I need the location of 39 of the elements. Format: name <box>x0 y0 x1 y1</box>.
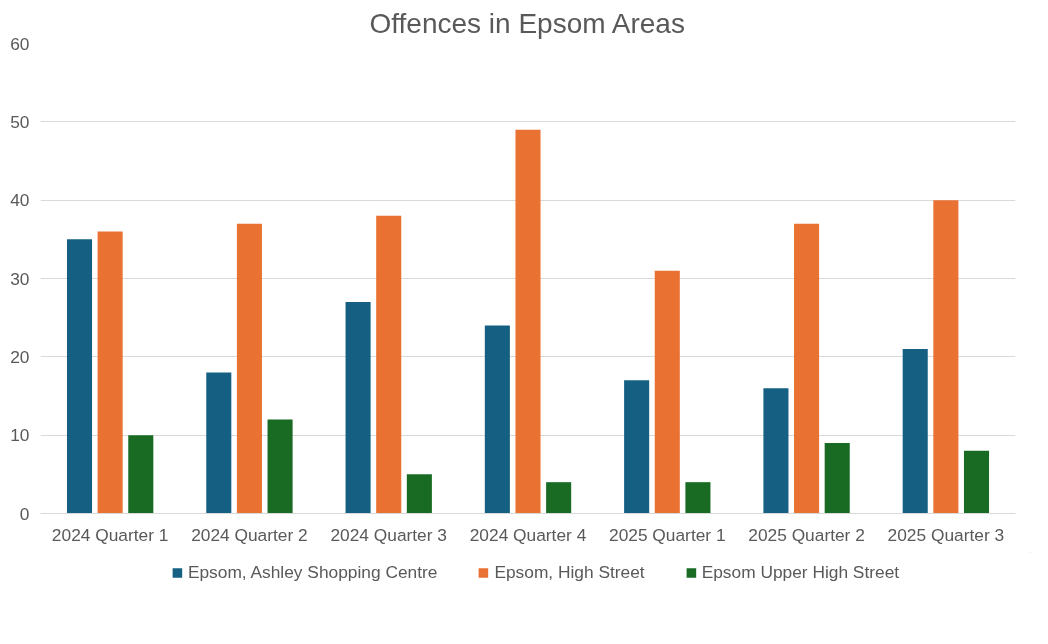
x-tick-label: 2024 Quarter 2 <box>191 524 308 545</box>
legend-label: Epsom, Ashley Shopping Centre <box>187 561 438 583</box>
bar <box>267 419 293 514</box>
bar <box>406 474 432 514</box>
bar <box>484 325 510 514</box>
bar <box>546 482 572 514</box>
bar <box>66 239 93 514</box>
y-tick-label: 60 <box>10 33 30 54</box>
bar <box>824 443 850 514</box>
chart-title: Offences in Epsom Areas <box>369 7 685 39</box>
y-tick-label: 0 <box>19 503 30 524</box>
x-tick-label: 2025 Quarter 2 <box>748 524 865 545</box>
bar <box>794 223 820 514</box>
bar <box>128 435 154 514</box>
bar <box>515 129 541 514</box>
bar <box>933 200 959 514</box>
bar <box>97 231 123 514</box>
legend-label: Epsom Upper High Street <box>701 561 900 583</box>
y-tick-label: 10 <box>10 425 30 446</box>
bar <box>902 349 928 514</box>
y-tick-label: 20 <box>10 346 30 367</box>
bar <box>376 215 402 514</box>
x-tick-label: 2025 Quarter 1 <box>609 524 726 545</box>
bar <box>345 302 371 514</box>
y-tick-label: 40 <box>10 190 30 211</box>
y-tick-label: 50 <box>10 111 30 132</box>
legend-label: Epsom, High Street <box>494 561 645 583</box>
x-tick-label: 2024 Quarter 1 <box>51 524 169 545</box>
bar <box>654 270 680 514</box>
bar <box>206 372 232 514</box>
y-tick-label: 30 <box>10 268 30 289</box>
bar <box>685 482 711 514</box>
x-tick-label: 2025 Quarter 3 <box>887 524 1005 545</box>
bar <box>624 380 650 514</box>
bar <box>236 223 262 514</box>
x-tick-label: 2024 Quarter 3 <box>330 524 447 545</box>
bar <box>763 388 789 514</box>
bar <box>963 450 990 514</box>
x-tick-label: 2024 Quarter 4 <box>469 524 587 545</box>
